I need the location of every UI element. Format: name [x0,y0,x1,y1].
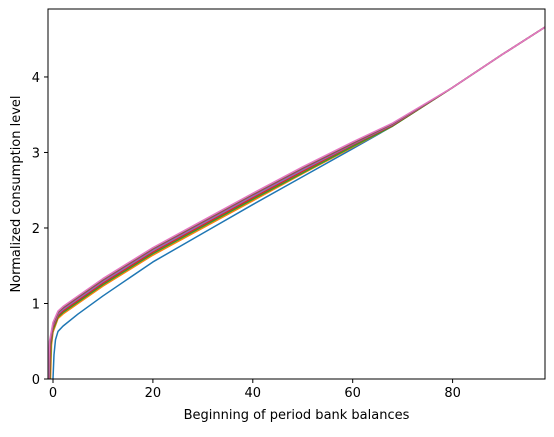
y-tick-label: 1 [32,297,40,312]
plot-frame [47,8,546,380]
series-layer [48,26,545,379]
series-line-5 [48,26,545,379]
x-axis-ticks: 0 20 40 60 80 [49,379,461,401]
series-line-4 [48,26,545,379]
x-tick-label: 0 [49,386,57,401]
x-tick-label: 80 [444,386,461,401]
y-axis-label: Normalized consumption level [9,95,24,292]
series-line-6 [48,26,545,379]
series-line-2 [49,26,545,379]
x-tick-label: 20 [145,386,162,401]
x-tick-label: 40 [245,386,262,401]
series-line-1 [52,26,545,379]
y-tick-label: 2 [32,222,40,237]
series-line-3 [49,26,545,379]
x-tick-label: 60 [344,386,361,401]
x-axis-label: Beginning of period bank balances [184,408,410,423]
series-line-7 [48,26,545,379]
y-tick-label: 4 [32,71,40,86]
y-tick-label: 0 [32,373,40,388]
y-axis-ticks: 0 1 2 3 4 [32,71,48,388]
y-tick-label: 3 [32,146,40,161]
